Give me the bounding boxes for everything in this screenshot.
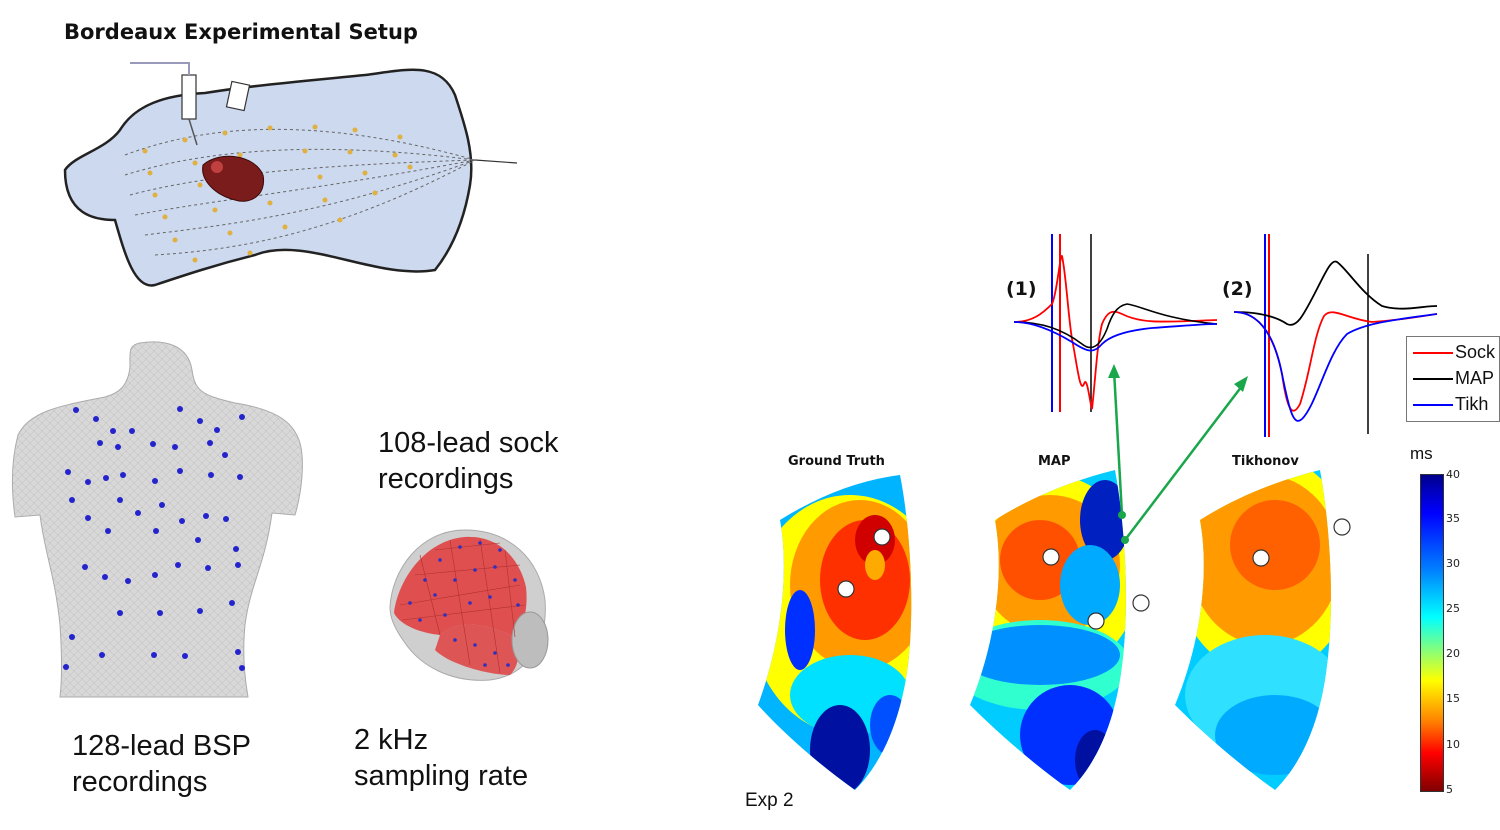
bsp-caption-line1: 128-lead BSP [72,730,251,762]
legend-item-tikh: Tikh [1411,393,1499,417]
sock-caption-line2: recordings [378,463,514,495]
torso-tank-illustration [63,62,518,287]
rate-caption-line2: sampling rate [354,760,529,792]
colorbar-unit: ms [1410,444,1433,463]
trace-legend: Sock MAP Tikh [1406,336,1500,422]
bsp-caption: 128-lead BSP recordings [72,728,251,800]
trace-label-2: (2) [1222,278,1253,300]
legend-swatch-sock [1413,352,1453,354]
map-title-map: MAP [1038,454,1071,469]
sock-caption-line1: 108-lead sock [378,427,559,459]
legend-label-tikh: Tikh [1455,394,1489,414]
legend-swatch-tikh [1413,404,1453,406]
colorbar-tick: 40 [1446,468,1460,481]
map-title-ground-truth: Ground Truth [788,454,885,469]
rate-caption: 2 kHz sampling rate [354,722,528,794]
legend-item-sock: Sock [1411,341,1499,365]
figure-title: Bordeaux Experimental Setup [64,20,418,44]
colorbar-tick: 10 [1446,738,1460,751]
bsp-caption-line2: recordings [72,766,208,798]
experiment-label: Exp 2 [745,790,794,811]
trace-plot-1 [1013,234,1218,412]
ground-truth-map [758,475,912,790]
legend-label-map: MAP [1455,368,1495,388]
rate-caption-line1: 2 kHz [354,724,429,756]
colorbar-tick: 35 [1446,512,1460,525]
colorbar-ticks: 40 35 30 25 20 15 10 5 [1446,468,1476,798]
colorbar-tick: 20 [1446,647,1460,660]
legend-swatch-map [1413,378,1453,380]
colorbar-tick: 25 [1446,602,1460,615]
heart-sock-mesh [389,529,549,681]
colorbar-tick: 30 [1446,557,1460,570]
connector-arrows [1108,364,1248,544]
activation-maps-left [758,470,1150,790]
sock-caption: 108-lead sock recordings [378,425,559,497]
legend-label-sock: Sock [1455,342,1496,362]
torso-mesh [11,341,303,698]
colorbar-tick: 15 [1446,692,1460,705]
colorbar-tick: 5 [1446,783,1453,796]
colorbar [1420,474,1444,792]
trace-plot-2 [1233,234,1438,437]
activation-map-tikhonov [1175,470,1351,790]
legend-item-map: MAP [1411,367,1499,391]
trace-label-1: (1) [1006,278,1037,300]
map-title-tikhonov: Tikhonov [1232,454,1299,469]
